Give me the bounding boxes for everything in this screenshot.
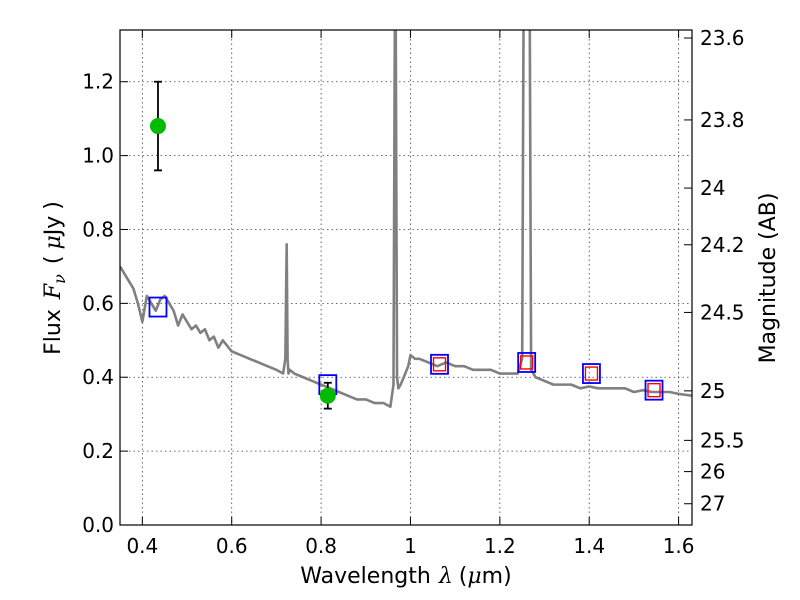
observed-point-group-0 — [149, 80, 166, 172]
y-tick-label-3: 0.6 — [82, 291, 114, 315]
spectrum-layer — [120, 30, 692, 409]
plot-frame — [119, 29, 693, 526]
y-tick-label-2: 0.4 — [82, 365, 114, 389]
spectrum-line — [120, 30, 692, 409]
model-point-inner-2 — [432, 357, 447, 372]
right-tick-label-4: 24.5 — [700, 300, 745, 324]
model-point-0 — [148, 296, 168, 318]
tick-labels: 0.4 0.6 0.8 1 1.2 1.4 1.6 0.0 0.2 0.4 0.6 0.8 1.0 1.2… — [82, 26, 744, 558]
model-point-4 — [582, 363, 601, 384]
right-tick-label-8: 27 — [700, 492, 725, 516]
model-point-inner-5 — [647, 382, 661, 398]
x-tick-label-3: 1 — [404, 534, 417, 558]
axis-ticks — [120, 30, 692, 526]
observed-point-0 — [149, 118, 166, 135]
y-axis-title: FluxFν(μJy) — [41, 201, 69, 355]
model-point-2 — [430, 353, 449, 375]
model-point-3 — [517, 352, 537, 373]
right-tick-label-0: 23.6 — [700, 26, 745, 50]
y-tick-label-0: 0.0 — [82, 513, 114, 537]
right-axis-title: Magnitude (AB) — [756, 193, 781, 364]
x-tick-label-0: 0.4 — [126, 534, 158, 558]
y-tick-label-1: 0.2 — [82, 439, 114, 463]
model-point-5 — [644, 379, 664, 401]
x-axis-title: Wavelength λ (μm) — [300, 564, 511, 589]
x-tick-label-1: 0.6 — [216, 534, 248, 558]
x-tick-label-6: 1.6 — [663, 534, 695, 558]
observed-point-group-1 — [319, 381, 336, 410]
right-tick-label-1: 23.8 — [700, 108, 745, 132]
grid-lines — [120, 30, 692, 526]
right-tick-label-2: 24 — [700, 176, 725, 200]
x-tick-label-5: 1.4 — [573, 534, 605, 558]
y-tick-label-6: 1.2 — [82, 70, 114, 94]
data-points-layer — [148, 80, 664, 410]
x-tick-label-4: 1.2 — [484, 534, 516, 558]
y-tick-label-5: 1.0 — [82, 144, 114, 168]
x-tick-label-2: 0.8 — [305, 534, 337, 558]
y-tick-label-4: 0.8 — [82, 217, 114, 241]
right-tick-label-5: 25 — [700, 379, 725, 403]
right-tick-label-7: 26 — [700, 460, 725, 484]
observed-point-1 — [319, 387, 336, 404]
model-point-inner-4 — [584, 366, 599, 381]
right-tick-label-3: 24.2 — [700, 233, 745, 257]
model-point-inner-3 — [519, 355, 534, 370]
right-tick-label-6: 25.5 — [700, 428, 745, 452]
